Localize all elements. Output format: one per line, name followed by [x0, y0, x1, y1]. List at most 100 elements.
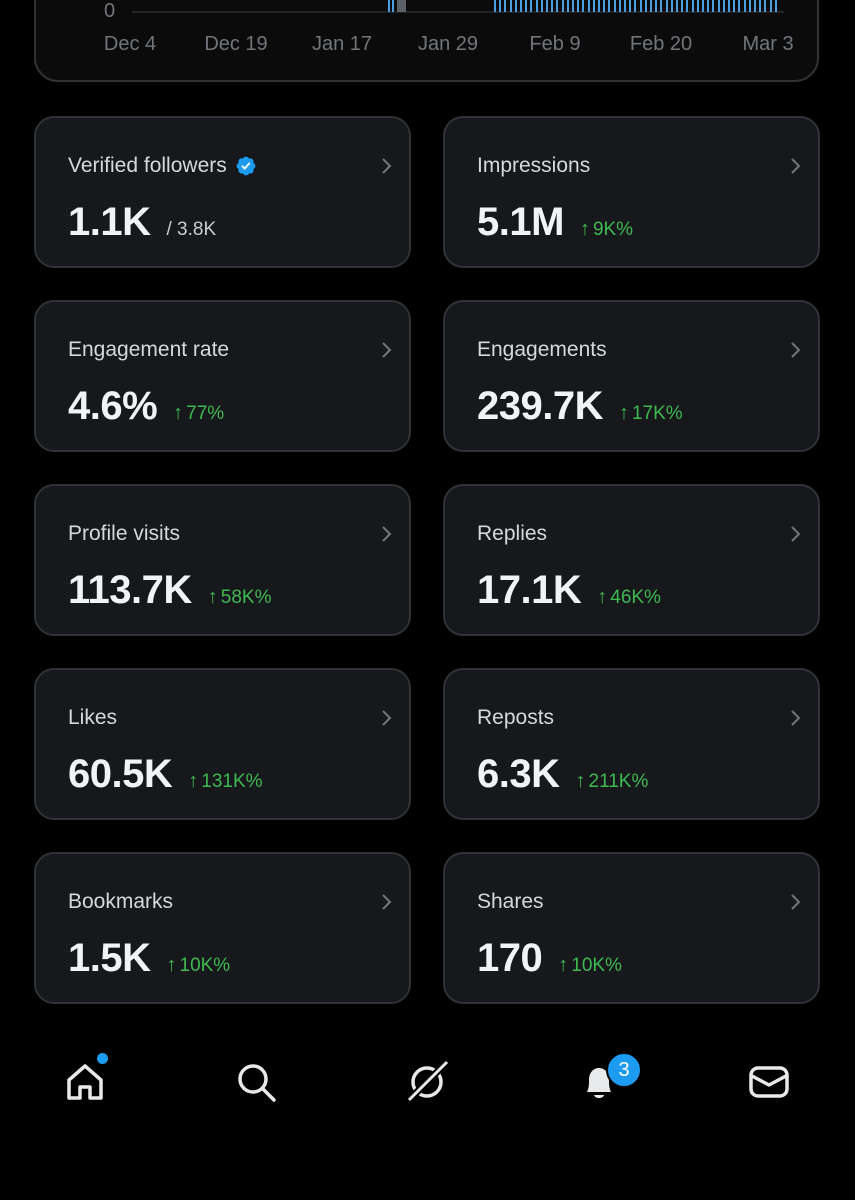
messages-tab[interactable] [745, 1058, 793, 1106]
card-impressions[interactable]: Impressions 5.1M ↑ 9K% [443, 116, 820, 268]
chart-bar [567, 0, 569, 12]
chart-bar [692, 0, 694, 12]
chevron-right-icon [382, 342, 392, 358]
card-label: Profile visits [68, 522, 181, 545]
grok-tab[interactable] [403, 1058, 451, 1106]
card-profile-visits[interactable]: Profile visits 113.7K ↑ 58K% [34, 484, 411, 636]
mail-icon [749, 1066, 789, 1098]
card-change: 17K% [631, 403, 683, 424]
arrow-up-icon: ↑ [579, 218, 590, 240]
card-engagement-rate[interactable]: Engagement rate 4.6% ↑ 77% [34, 300, 411, 452]
card-value: 113.7K [68, 568, 192, 612]
chevron-right-icon [791, 710, 801, 726]
card-bookmarks[interactable]: Bookmarks 1.5K ↑ 10K% [34, 852, 411, 1004]
card-label: Impressions [477, 154, 591, 177]
chart-bar [588, 0, 590, 12]
arrow-up-icon: ↑ [188, 770, 199, 792]
chart-bar [572, 0, 574, 12]
chart-bar [541, 0, 543, 12]
card-label: Engagements [477, 338, 607, 361]
chart-bar [634, 0, 636, 12]
card-value: 170 [477, 936, 543, 980]
chart-bar [562, 0, 564, 12]
arrow-up-icon: ↑ [173, 402, 184, 424]
x-tick-label: Feb 20 [629, 33, 693, 55]
chevron-right-icon [382, 894, 392, 910]
chart-bar [723, 0, 725, 12]
chart-bar [504, 0, 506, 12]
chart-bar [697, 0, 699, 12]
home-icon [67, 1064, 103, 1100]
chart-bar [624, 0, 626, 12]
chart-bar [712, 0, 714, 12]
chart-bar [608, 0, 610, 12]
chart-bar [660, 0, 662, 12]
chart-bar [556, 0, 558, 12]
chart-bar [614, 0, 616, 12]
card-likes[interactable]: Likes 60.5K ↑ 131K% [34, 668, 411, 820]
card-value: 239.7K [477, 384, 603, 428]
card-change: 58K% [220, 587, 272, 608]
chart-bar [728, 0, 730, 12]
card-label: Bookmarks [68, 890, 174, 913]
card-subvalue: / 3.8K [166, 219, 217, 240]
chart-bar [764, 0, 766, 12]
x-tick-label: Jan 17 [311, 33, 373, 55]
card-value: 17.1K [477, 568, 582, 612]
card-label: Reposts [477, 706, 555, 729]
chevron-right-icon [791, 342, 801, 358]
arrow-up-icon: ↑ [558, 954, 569, 976]
chevron-right-icon [791, 894, 801, 910]
chart-bar [702, 0, 704, 12]
card-value: 5.1M [477, 200, 564, 244]
notifications-tab[interactable] [575, 1058, 623, 1106]
x-tick-label: Feb 9 [529, 33, 581, 55]
card-change: 46K% [610, 587, 661, 608]
card-verified-followers[interactable]: Verified followers 1.1K / 3.8K [34, 116, 411, 268]
arrow-up-icon: ↑ [207, 586, 218, 608]
home-tab[interactable] [61, 1058, 109, 1106]
chart-bar [515, 0, 517, 12]
chart-bar [707, 0, 709, 12]
chart-bar [749, 0, 751, 12]
chart-bar [629, 0, 631, 12]
card-value: 60.5K [68, 752, 173, 796]
x-tick-label: Dec 4 [103, 33, 157, 55]
chart-bar [520, 0, 522, 12]
card-label: Shares [477, 890, 544, 913]
chart-bar [655, 0, 657, 12]
arrow-up-icon: ↑ [166, 954, 177, 976]
chart-bar [388, 0, 390, 12]
chart-bar [666, 0, 668, 12]
chart-bar [671, 0, 673, 12]
notification-count-badge: 3 [606, 1052, 642, 1088]
card-shares[interactable]: Shares 170 ↑ 10K% [443, 852, 820, 1004]
chart-bar [619, 0, 621, 12]
search-tab[interactable] [232, 1058, 280, 1106]
chart-bar [494, 0, 496, 12]
chart-bar [536, 0, 538, 12]
chart-bar [499, 0, 501, 12]
verified-badge-icon [236, 156, 256, 176]
card-change: 131K% [201, 771, 263, 792]
chart-bar [530, 0, 532, 12]
card-label: Likes [68, 706, 118, 729]
card-label: Replies [477, 522, 548, 545]
chart-bar [645, 0, 647, 12]
chart-bar [733, 0, 735, 12]
grok-icon [404, 1059, 450, 1105]
card-change: 9K% [592, 219, 634, 240]
bell-icon [587, 1068, 611, 1098]
arrow-up-icon: ↑ [575, 770, 586, 792]
chart-bar [577, 0, 579, 12]
chart-bar [525, 0, 527, 12]
card-label: Verified followers [68, 154, 227, 177]
card-value: 1.5K [68, 936, 151, 980]
card-replies[interactable]: Replies 17.1K ↑ 46K% [443, 484, 820, 636]
chart-bar [770, 0, 772, 12]
card-change: 211K% [588, 771, 649, 792]
card-value: 1.1K [68, 200, 151, 244]
card-engagements[interactable]: Engagements 239.7K ↑ 17K% [443, 300, 820, 452]
chart-bar [686, 0, 688, 12]
card-reposts[interactable]: Reposts 6.3K ↑ 211K% [443, 668, 820, 820]
